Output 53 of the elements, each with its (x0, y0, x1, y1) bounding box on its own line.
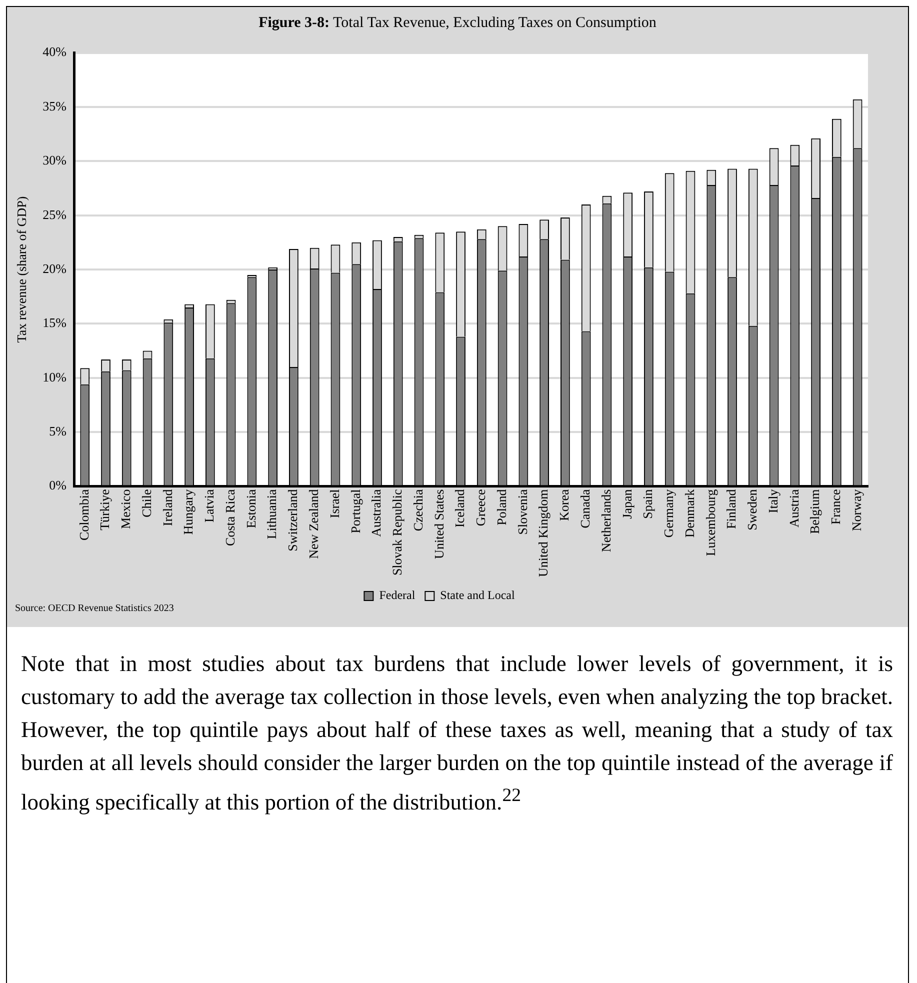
x-tick-label: Canada (577, 489, 592, 528)
y-tick-label: 0% (49, 478, 67, 493)
y-axis-title: Tax revenue (share of GDP) (14, 196, 30, 343)
x-tick-label: France (828, 489, 844, 525)
x-tick-label: Czechia (410, 489, 426, 532)
x-tick-label: Australia (368, 489, 384, 537)
legend-label: Federal (379, 588, 416, 602)
chart-title: Figure 3-8: Total Tax Revenue, Excluding Taxes on Consumption (258, 14, 658, 33)
y-tick-label: 40% (42, 44, 67, 60)
y-tick-label: 10% (42, 369, 67, 384)
x-tick-label: Italy (765, 488, 780, 514)
y-tick-label: 25% (42, 206, 67, 222)
text: Note that in most studies about tax burdens that include lower levels of government, it is customary to add the average tax collection in those levels, even when analyzing the top bracket. However, the top quintile pays about half of these taxes as well, meaning that a study of tax burden at all levels should consider the larger burden on the top quintile instead of the average if looking specifically at this portion of the distribution.$^{22}$ (21, 650, 893, 816)
x-tick-label: Hungary (180, 488, 196, 535)
x-tick-label: Türkiye (97, 489, 112, 530)
x-tick-label: Finland (724, 488, 739, 529)
x-tick-label: Ireland (160, 488, 175, 526)
x-tick-label: Denmark (682, 488, 697, 538)
x-tick-label: United States (431, 489, 446, 559)
x-tick-label: New Zealand (306, 488, 322, 559)
x-tick-label: Costa Rica (222, 489, 238, 546)
x-tick-label: Colombia (76, 489, 92, 541)
x-tick-label: Portugal (348, 488, 363, 534)
x-tick-label: Mexico (118, 489, 134, 529)
x-tick-label: Latvia (202, 489, 217, 522)
x-tick-label: Israel (326, 488, 342, 518)
x-tick-label: Austria (786, 489, 802, 528)
x-tick-label: Iceland (452, 488, 468, 528)
x-tick-label: Netherlands (598, 489, 614, 552)
x-tick-label: Poland (494, 488, 509, 526)
x-tick-label: Sweden (744, 488, 760, 530)
x-tick-label: Slovak Republic (390, 489, 405, 576)
x-tick-label: Switzerland (285, 488, 300, 552)
x-tick-label: Chile (138, 489, 154, 518)
y-tick-label: 5% (49, 423, 67, 438)
x-tick-label: Spain (640, 488, 656, 519)
x-tick-label: Luxembourg (702, 488, 718, 556)
x-tick-label: Germany (661, 488, 676, 538)
legend-label: State and Local (440, 588, 516, 602)
x-tick-label: Greece (473, 489, 488, 526)
y-tick-label: 20% (42, 260, 67, 276)
x-tick-label: Estonia (243, 489, 258, 528)
x-tick-label: Belgium (807, 489, 822, 534)
y-tick-label: 30% (42, 152, 67, 168)
y-tick-label: 15% (42, 315, 67, 330)
x-tick-label: United Kingdom (536, 489, 551, 578)
x-tick-label: Norway (848, 488, 864, 532)
x-tick-label: Slovenia (514, 489, 530, 535)
x-tick-label: Japan (619, 488, 634, 519)
y-tick-label: 35% (42, 98, 67, 114)
source-note: Source: OECD Revenue Statistics 2023 (15, 603, 174, 614)
x-tick-label: Lithuania (264, 489, 280, 540)
x-tick-label: Korea (556, 489, 572, 522)
